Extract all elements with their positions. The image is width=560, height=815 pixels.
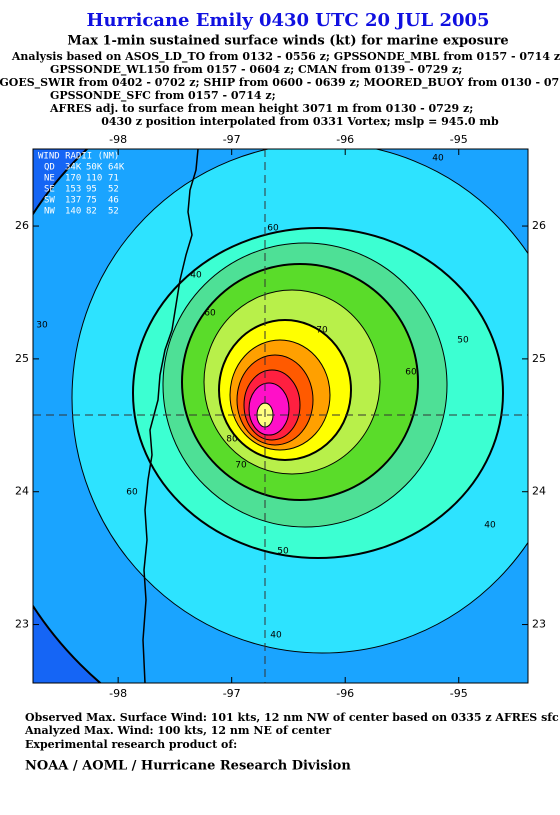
x-tick-label: -95 <box>450 687 468 700</box>
radii-header: 50K <box>86 163 103 173</box>
radii-cell: 140 <box>65 207 81 217</box>
radii-cell: 71 <box>108 174 119 184</box>
contour-label: 30 <box>36 321 48 331</box>
x-tick-label: -97 <box>223 687 241 700</box>
contour-label: 50 <box>457 336 469 346</box>
radii-cell: 52 <box>108 207 119 217</box>
radii-cell: 52 <box>108 185 119 195</box>
title: Hurricane Emily 0430 UTC 20 JUL 2005 <box>86 10 489 31</box>
radii-cell: NW <box>44 207 55 217</box>
y-tick-label: 25 <box>532 352 546 365</box>
contour-label: 60 <box>126 488 138 498</box>
x-tick-label: -96 <box>336 687 354 700</box>
radii-cell: 75 <box>86 196 97 206</box>
radii-cell: 153 <box>65 185 81 195</box>
contour-label: 60 <box>267 224 279 234</box>
x-tick-label: -98 <box>109 687 127 700</box>
contour-label: 40 <box>190 271 202 281</box>
contour-label: 70 <box>316 326 328 336</box>
contour-label: 40 <box>484 521 496 531</box>
y-tick-label: 25 <box>15 352 29 365</box>
header-line: Analysis based on ASOS_LD_TO from 0132 -… <box>11 50 560 64</box>
contour-label: 40 <box>270 631 282 641</box>
radii-header: 64K <box>108 163 125 173</box>
radii-cell: 110 <box>86 174 102 184</box>
radii-header: QD <box>44 163 55 173</box>
footer-line: Analyzed Max. Wind: 100 kts, 12 nm NE of… <box>24 724 331 737</box>
radii-cell: 82 <box>86 207 97 217</box>
y-tick-label: 26 <box>15 219 29 232</box>
x-tick-label: -97 <box>223 133 241 146</box>
y-tick-label: 24 <box>15 485 29 498</box>
contour-label: 50 <box>277 547 289 557</box>
radii-cell: 170 <box>65 174 81 184</box>
footer-org: NOAA / AOML / Hurricane Research Divisio… <box>25 759 351 774</box>
footer-line: Experimental research product of: <box>25 738 237 751</box>
header-line: AFRES adj. to surface from mean height 3… <box>49 102 473 115</box>
radii-title: WIND RADII (NM) <box>38 152 119 162</box>
contour-label: 40 <box>432 154 444 164</box>
radii-cell: SW <box>44 196 55 206</box>
contour-label: 70 <box>235 461 247 471</box>
x-tick-label: -98 <box>109 133 127 146</box>
header-line: GPSSONDE_WL150 from 0157 - 0604 z; CMAN … <box>50 63 462 77</box>
map-frame <box>32 148 529 684</box>
x-tick-label: -95 <box>450 133 468 146</box>
footer-line: Observed Max. Surface Wind: 101 kts, 12 … <box>25 711 560 724</box>
radii-header: 34K <box>65 163 82 173</box>
y-tick-label: 26 <box>532 219 546 232</box>
y-tick-label: 24 <box>532 485 546 498</box>
radii-cell: 46 <box>108 196 119 206</box>
wind-radii: WIND RADII (NM) QD 34K 50K 64K NE 170 110 71 SE 1… <box>38 152 125 217</box>
subtitle: Max 1-min sustained surface winds (kt) f… <box>67 34 508 49</box>
radii-cell: SE <box>44 185 55 195</box>
x-tick-label: -96 <box>336 133 354 146</box>
contour-label: 60 <box>204 309 216 319</box>
header-line: 0430 z position interpolated from 0331 V… <box>101 115 499 128</box>
header-line: GOES_SWIR from 0402 - 0702 z; SHIP from … <box>0 76 560 90</box>
wind-field <box>33 149 528 683</box>
y-tick-label: 23 <box>532 618 546 631</box>
y-tick-label: 23 <box>15 618 29 631</box>
radii-cell: NE <box>44 174 55 184</box>
contour-label: 80 <box>226 435 238 445</box>
header-line: GPSSONDE_SFC from 0157 - 0714 z; <box>50 89 276 103</box>
contour-label: 60 <box>405 368 417 378</box>
radii-cell: 95 <box>86 185 97 195</box>
radii-cell: 137 <box>65 196 81 206</box>
